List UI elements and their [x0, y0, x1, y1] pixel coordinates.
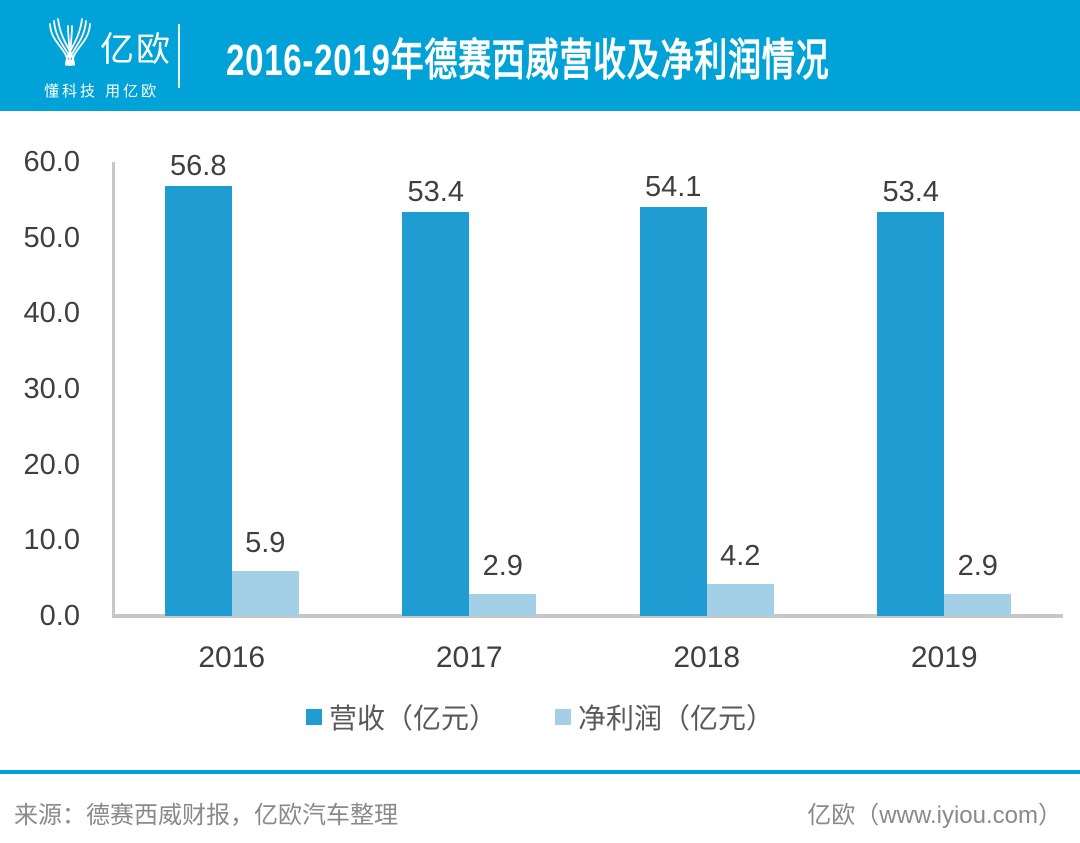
bar-value-label: 54.1: [645, 170, 702, 203]
bar-value-label: 56.8: [170, 150, 227, 183]
legend-label-profit: 净利润（亿元）: [578, 703, 775, 734]
header-divider: [178, 23, 180, 88]
eo-logo-icon: [44, 10, 96, 71]
legend-item-profit: 净利润（亿元）: [555, 697, 774, 737]
header-banner: 亿欧 懂科技 用亿欧 2016-2019年德赛西威营收及净利润情况: [0, 0, 1080, 111]
legend-item-revenue: 营收（亿元）: [305, 697, 497, 737]
revenue-bar: [639, 206, 707, 616]
bar-value-label: 53.4: [407, 175, 464, 208]
bar-chart: 0.0 10.0 20.0 30.0 40.0 50.0 60.0 56.8 5.9 2016 53…: [0, 111, 1080, 770]
source-note: 来源：德赛西威财报，亿欧汽车整理: [14, 801, 398, 829]
x-axis-label: 2018: [673, 641, 741, 674]
footer-divider: [0, 770, 1080, 774]
y-axis-line: [112, 162, 115, 616]
eo-logo: 亿欧 懂科技 用亿欧: [44, 10, 176, 101]
eo-logo-text: 亿欧: [100, 31, 172, 69]
bar-value-label: 4.2: [720, 540, 761, 573]
bar-value-label: 5.9: [245, 527, 286, 560]
brand-note: 亿欧（www.iyiou.com）: [807, 801, 1062, 829]
y-tick-label: 0.0: [39, 600, 80, 632]
eo-logo-tagline: 懂科技 用亿欧: [44, 83, 160, 100]
profit-bar: [231, 571, 299, 616]
footer: 来源：德赛西威财报，亿欧汽车整理 亿欧（www.iyiou.com）: [0, 790, 1080, 834]
y-tick-label: 10.0: [23, 524, 80, 557]
revenue-bar: [164, 186, 232, 616]
revenue-bar: [402, 211, 470, 616]
revenue-bar: [877, 211, 945, 616]
x-axis-line: [112, 614, 1063, 618]
profit-bar: [944, 594, 1012, 616]
y-tick-label: 50.0: [23, 221, 80, 254]
y-tick-label: 40.0: [23, 297, 80, 330]
bar-value-label: 53.4: [882, 175, 939, 208]
profit-bar: [469, 594, 537, 616]
y-tick-label: 20.0: [23, 448, 80, 481]
bar-value-label: 2.9: [957, 550, 998, 583]
x-axis-label: 2016: [198, 641, 266, 674]
chart-legend: 营收（亿元） 净利润（亿元）: [0, 697, 1080, 737]
revenue-swatch-icon: [305, 709, 322, 725]
bar-value-label: 2.9: [482, 550, 523, 583]
chart-title: 2016-2019年德赛西威营收及净利润情况: [226, 35, 830, 85]
profit-swatch-icon: [555, 709, 571, 725]
y-tick-label: 30.0: [23, 373, 80, 405]
legend-label-revenue: 营收（亿元）: [328, 703, 497, 734]
profit-bar: [706, 584, 774, 616]
x-axis-label: 2017: [435, 641, 503, 674]
x-axis-label: 2019: [910, 641, 978, 674]
y-tick-label: 60.0: [23, 146, 80, 178]
